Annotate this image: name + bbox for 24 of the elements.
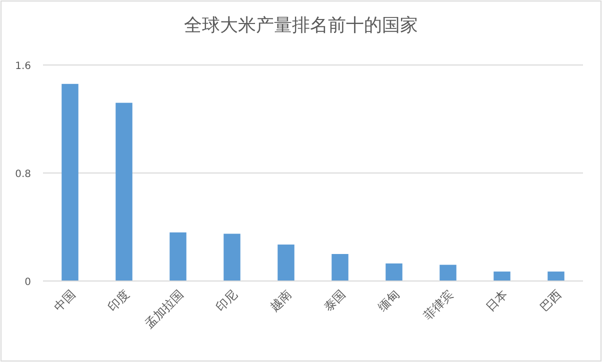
bar bbox=[224, 234, 240, 281]
bar bbox=[494, 272, 510, 281]
bar bbox=[62, 84, 78, 281]
x-tick-label: 菲律宾 bbox=[420, 287, 456, 323]
chart-title: 全球大米产量排名前十的国家 bbox=[184, 15, 418, 36]
bar bbox=[170, 232, 186, 281]
bar bbox=[332, 254, 348, 281]
bar bbox=[440, 264, 456, 281]
bar bbox=[548, 272, 564, 281]
y-tick-label: 0 bbox=[24, 277, 31, 288]
bar bbox=[278, 244, 294, 281]
bar bbox=[116, 102, 132, 281]
x-tick-label: 越南 bbox=[267, 287, 294, 314]
x-tick-label: 巴西 bbox=[537, 287, 564, 314]
y-tick-label: 0.8 bbox=[15, 169, 31, 180]
bar bbox=[386, 263, 402, 281]
x-tick-label: 缅甸 bbox=[375, 287, 402, 314]
x-tick-label: 印度 bbox=[105, 287, 132, 314]
x-tick-label: 泰国 bbox=[321, 287, 348, 314]
x-tick-label: 孟加拉国 bbox=[142, 287, 186, 332]
x-tick-label: 印尼 bbox=[213, 287, 240, 314]
x-tick-label: 中国 bbox=[51, 287, 78, 314]
y-tick-label: 1.6 bbox=[15, 61, 31, 72]
x-tick-label: 日本 bbox=[483, 287, 510, 314]
